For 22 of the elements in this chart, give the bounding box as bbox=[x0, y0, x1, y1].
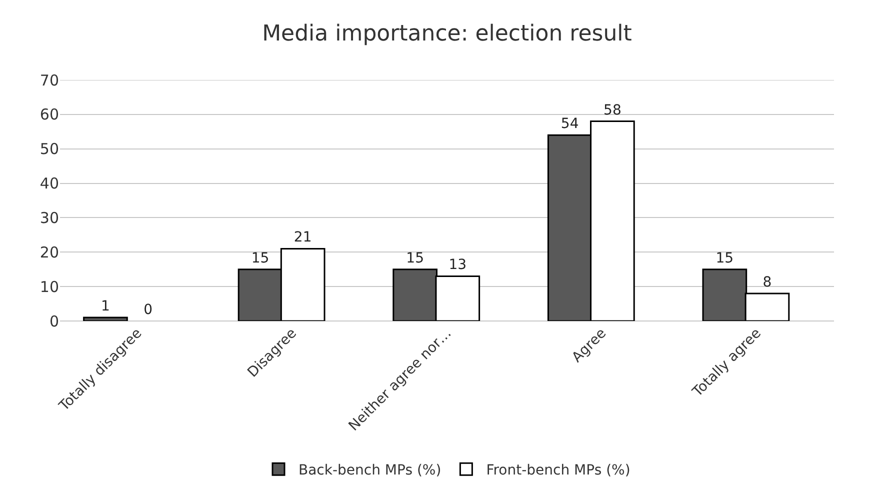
y-tick-label: 0 bbox=[49, 312, 59, 330]
y-tick-label: 10 bbox=[40, 278, 59, 296]
y-tick-label: 60 bbox=[40, 106, 59, 124]
data-label: 21 bbox=[294, 230, 312, 246]
data-label: 15 bbox=[716, 250, 734, 266]
data-label: 1 bbox=[101, 298, 110, 315]
data-label: 58 bbox=[604, 102, 622, 118]
data-label: 0 bbox=[144, 302, 152, 318]
legend-label: Front-bench MPs (%) bbox=[486, 462, 630, 479]
data-label: 15 bbox=[251, 250, 270, 266]
data-label: 15 bbox=[406, 250, 424, 266]
data-label: 54 bbox=[560, 116, 579, 132]
y-tick-label: 50 bbox=[40, 140, 59, 158]
y-tick-label: 20 bbox=[40, 243, 59, 262]
data-label: 8 bbox=[762, 274, 772, 290]
bar bbox=[83, 316, 128, 321]
y-tick-label: 40 bbox=[40, 174, 59, 193]
y-tick-label: 30 bbox=[40, 208, 59, 227]
legend-label: Back-bench MPs (%) bbox=[298, 462, 442, 479]
y-tick-label: 70 bbox=[40, 71, 59, 90]
data-label: 13 bbox=[448, 257, 467, 274]
chart-title: Media importance: election result bbox=[262, 21, 632, 46]
